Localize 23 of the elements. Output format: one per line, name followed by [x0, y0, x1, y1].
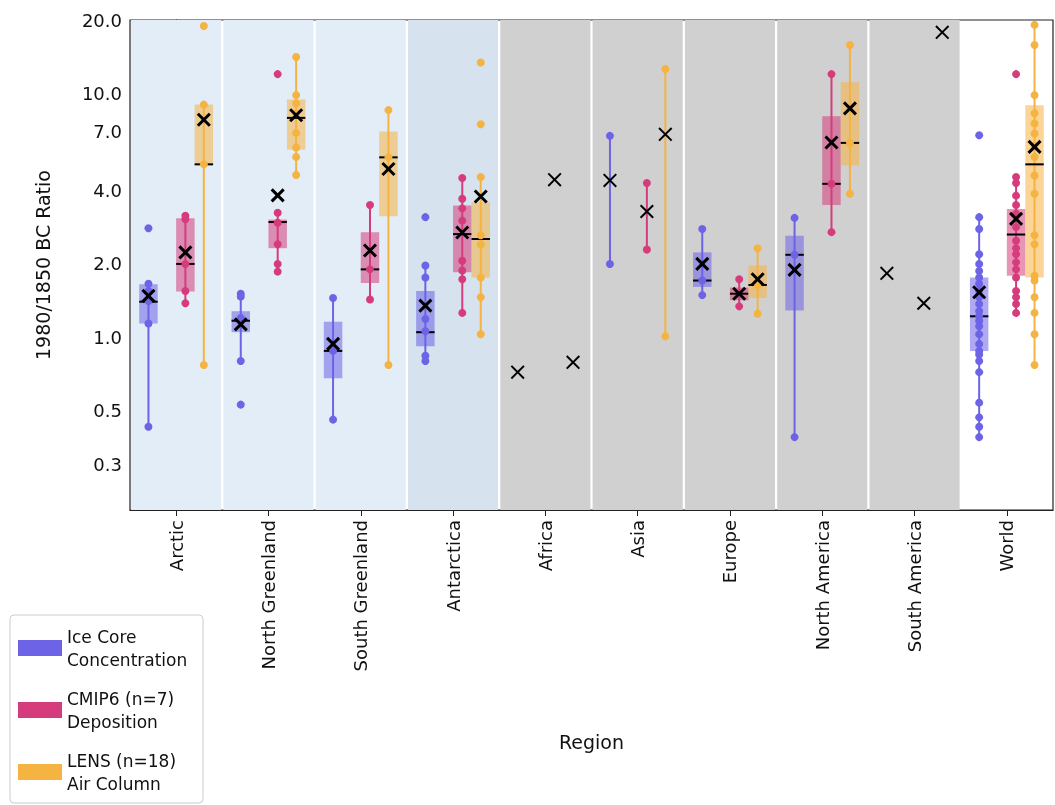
y-tick-label: 7.0	[93, 120, 122, 142]
x-axis-title: Region	[558, 730, 625, 753]
x-tick-label: Asia	[627, 520, 649, 558]
x-tick-label: North America	[811, 520, 833, 651]
x-tick-label: North Greenland	[257, 520, 279, 670]
x-tick-label: World	[996, 520, 1018, 572]
x-tick-label: South America	[904, 520, 926, 653]
x-tick-label: Europe	[719, 520, 741, 584]
y-tick-label: 10.0	[81, 82, 122, 104]
y-tick-label: 4.0	[93, 180, 122, 201]
y-axis-title: 1980/1850 BC Ratio	[31, 170, 54, 360]
legend-label: LENS (n=18) Air Column	[67, 750, 182, 794]
x-tick-label: Antarctica	[442, 520, 464, 612]
y-tick-label: 0.3	[93, 454, 122, 476]
x-tick-label: Arctic	[165, 520, 187, 572]
y-tick-label: 2.0	[93, 253, 122, 275]
y-tick-label: 1.0	[93, 326, 122, 348]
x-tick-label: South Greenland	[350, 520, 372, 672]
y-tick-label: 0.5	[93, 400, 122, 422]
legend-label: CMIP6 (n=7) Deposition	[67, 688, 180, 732]
legend-label: Ice Core Concentration	[67, 626, 188, 670]
y-tick-label: 20.0	[81, 9, 122, 31]
x-tick-label: Africa	[534, 520, 556, 572]
